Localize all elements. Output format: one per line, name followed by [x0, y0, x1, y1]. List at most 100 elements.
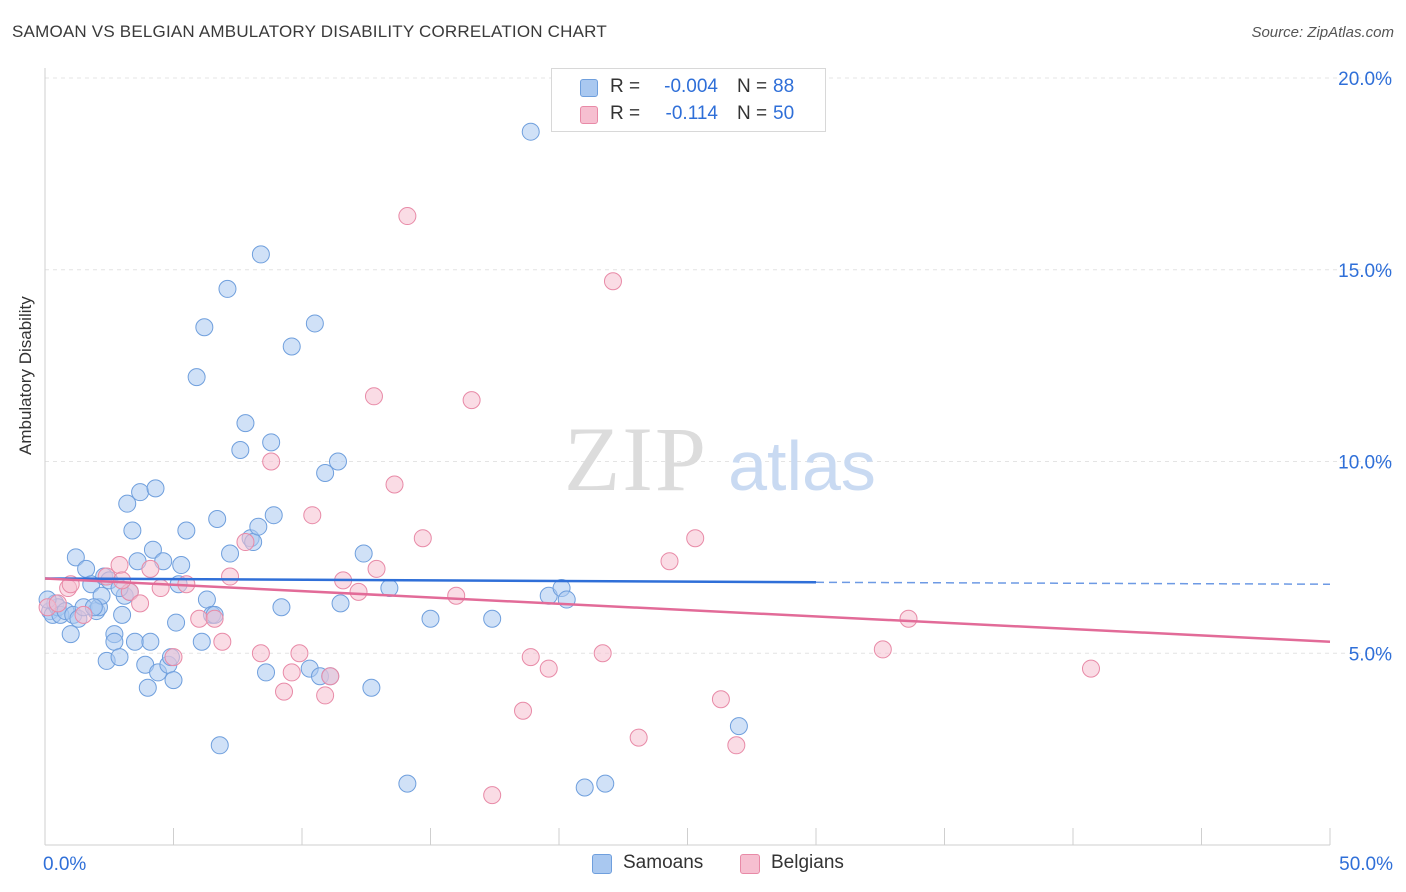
data-point — [364, 387, 383, 406]
data-point — [362, 678, 381, 697]
data-point — [221, 567, 240, 586]
data-point — [187, 368, 206, 387]
data-point — [483, 609, 502, 628]
x-tick-label: 0.0% — [43, 854, 86, 875]
data-point — [398, 774, 417, 793]
data-point — [596, 774, 615, 793]
data-point — [177, 521, 196, 540]
data-point — [262, 452, 281, 471]
tick-labels: 5.0% 10.0% 15.0% 20.0% 0.0% 50.0% — [43, 69, 1393, 875]
y-tick-label: 20.0% — [1338, 69, 1392, 90]
data-point — [123, 521, 142, 540]
data-point — [167, 613, 186, 632]
data-point — [686, 529, 705, 548]
y-tick-label: 15.0% — [1338, 261, 1392, 282]
data-point — [218, 279, 237, 298]
data-point — [195, 318, 214, 337]
data-point — [249, 517, 268, 536]
data-point — [316, 464, 335, 483]
data-point — [272, 598, 291, 617]
data-point — [221, 544, 240, 563]
data-point — [151, 579, 170, 598]
data-point — [462, 391, 481, 410]
trend-line-samoans — [44, 577, 817, 584]
data-point — [264, 506, 283, 525]
data-point — [105, 632, 124, 651]
data-point — [231, 440, 250, 459]
data-point — [66, 548, 85, 567]
data-point — [282, 663, 301, 682]
data-point — [77, 559, 96, 578]
data-point — [236, 414, 255, 433]
data-point — [197, 590, 216, 609]
data-point — [131, 594, 150, 613]
data-point — [74, 605, 93, 624]
y-tick-label: 5.0% — [1349, 644, 1392, 665]
data-point — [521, 122, 540, 141]
data-point — [61, 625, 80, 644]
data-point — [290, 644, 309, 663]
data-point — [316, 686, 335, 705]
data-point — [172, 556, 191, 575]
data-point — [257, 663, 276, 682]
data-point — [262, 433, 281, 452]
data-point — [328, 452, 347, 471]
data-point — [141, 632, 160, 651]
axes — [44, 68, 1331, 846]
data-point — [131, 483, 150, 502]
data-point — [521, 648, 540, 667]
series-belgians — [38, 207, 1100, 805]
legend-r-value: -0.004 — [664, 76, 718, 97]
data-point — [251, 644, 270, 663]
data-point — [421, 609, 440, 628]
trend-line-belgians — [44, 577, 1331, 643]
watermark-atlas: atlas — [728, 427, 876, 505]
data-point — [729, 717, 748, 736]
watermark: ZIP atlas — [564, 408, 876, 510]
data-point — [727, 736, 746, 755]
data-point — [251, 245, 270, 264]
data-point — [711, 690, 730, 709]
watermark-zip: ZIP — [564, 408, 708, 510]
data-point — [303, 506, 322, 525]
data-point — [629, 728, 648, 747]
trend-lines — [44, 577, 1331, 643]
data-point — [321, 667, 340, 686]
data-point — [282, 337, 301, 356]
gridlines — [45, 77, 1392, 654]
trend-line-samoans-extension — [815, 581, 1331, 585]
data-point — [873, 640, 892, 659]
data-point — [208, 510, 227, 529]
legend-swatch-belgians — [580, 106, 598, 124]
data-point — [354, 544, 373, 563]
legend-r-value: -0.114 — [665, 103, 718, 124]
data-point — [210, 736, 229, 755]
data-point — [514, 701, 533, 720]
data-point — [110, 648, 129, 667]
data-point — [385, 475, 404, 494]
data-point — [603, 272, 622, 291]
data-point — [164, 671, 183, 690]
data-point — [113, 605, 132, 624]
data-point — [367, 559, 386, 578]
data-point — [113, 571, 132, 590]
legend-n-value: 88 — [773, 76, 795, 97]
y-axis-label: Ambulatory Disability — [16, 296, 35, 455]
data-point — [205, 609, 224, 628]
data-point — [899, 609, 918, 628]
legend-r-label: R = — [610, 103, 641, 124]
data-point — [143, 540, 162, 559]
data-point — [1081, 659, 1100, 678]
data-point — [275, 682, 294, 701]
data-point — [146, 479, 165, 498]
data-point — [138, 678, 157, 697]
data-point — [331, 594, 350, 613]
legend-label-belgians: Belgians — [771, 852, 844, 873]
data-point — [660, 552, 679, 571]
legend-swatch-samoans — [580, 79, 598, 97]
legend-n-label: N = — [737, 103, 768, 124]
legend-r-label: R = — [610, 76, 641, 97]
data-point — [213, 632, 232, 651]
data-point — [236, 533, 255, 552]
